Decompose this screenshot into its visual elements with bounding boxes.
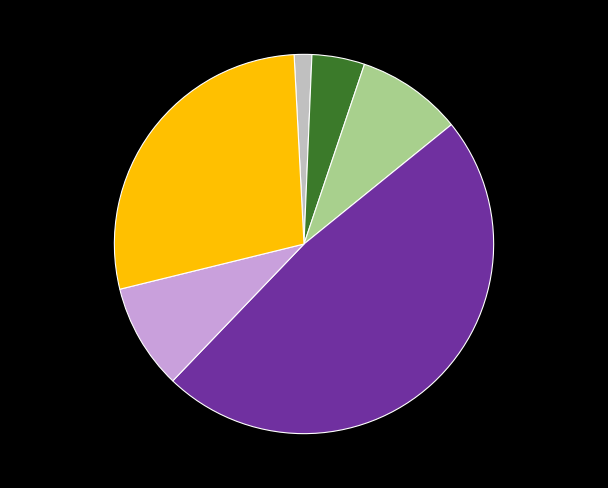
Wedge shape bbox=[294, 54, 312, 244]
Wedge shape bbox=[120, 244, 304, 381]
Wedge shape bbox=[114, 55, 304, 289]
Wedge shape bbox=[304, 64, 451, 244]
Wedge shape bbox=[173, 124, 494, 434]
Wedge shape bbox=[304, 55, 364, 244]
